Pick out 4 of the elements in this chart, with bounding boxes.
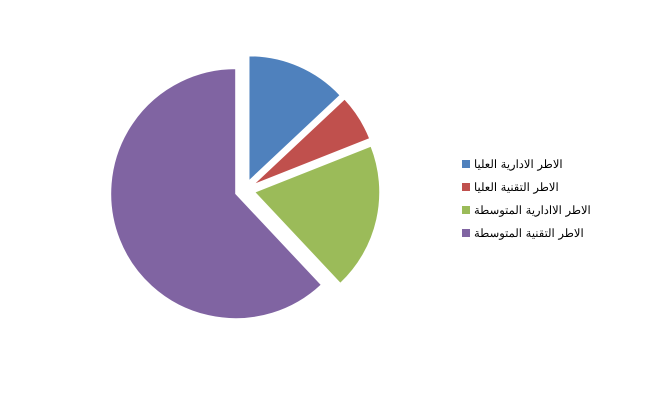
- legend-label: الاطر الاادارية المتوسطة: [474, 203, 591, 218]
- legend-label: الاطر التقنية المتوسطة: [474, 226, 584, 240]
- legend-label: الاطر التقنية العليا: [474, 180, 559, 194]
- legend-label: الاطر الادارية العليا: [474, 157, 563, 172]
